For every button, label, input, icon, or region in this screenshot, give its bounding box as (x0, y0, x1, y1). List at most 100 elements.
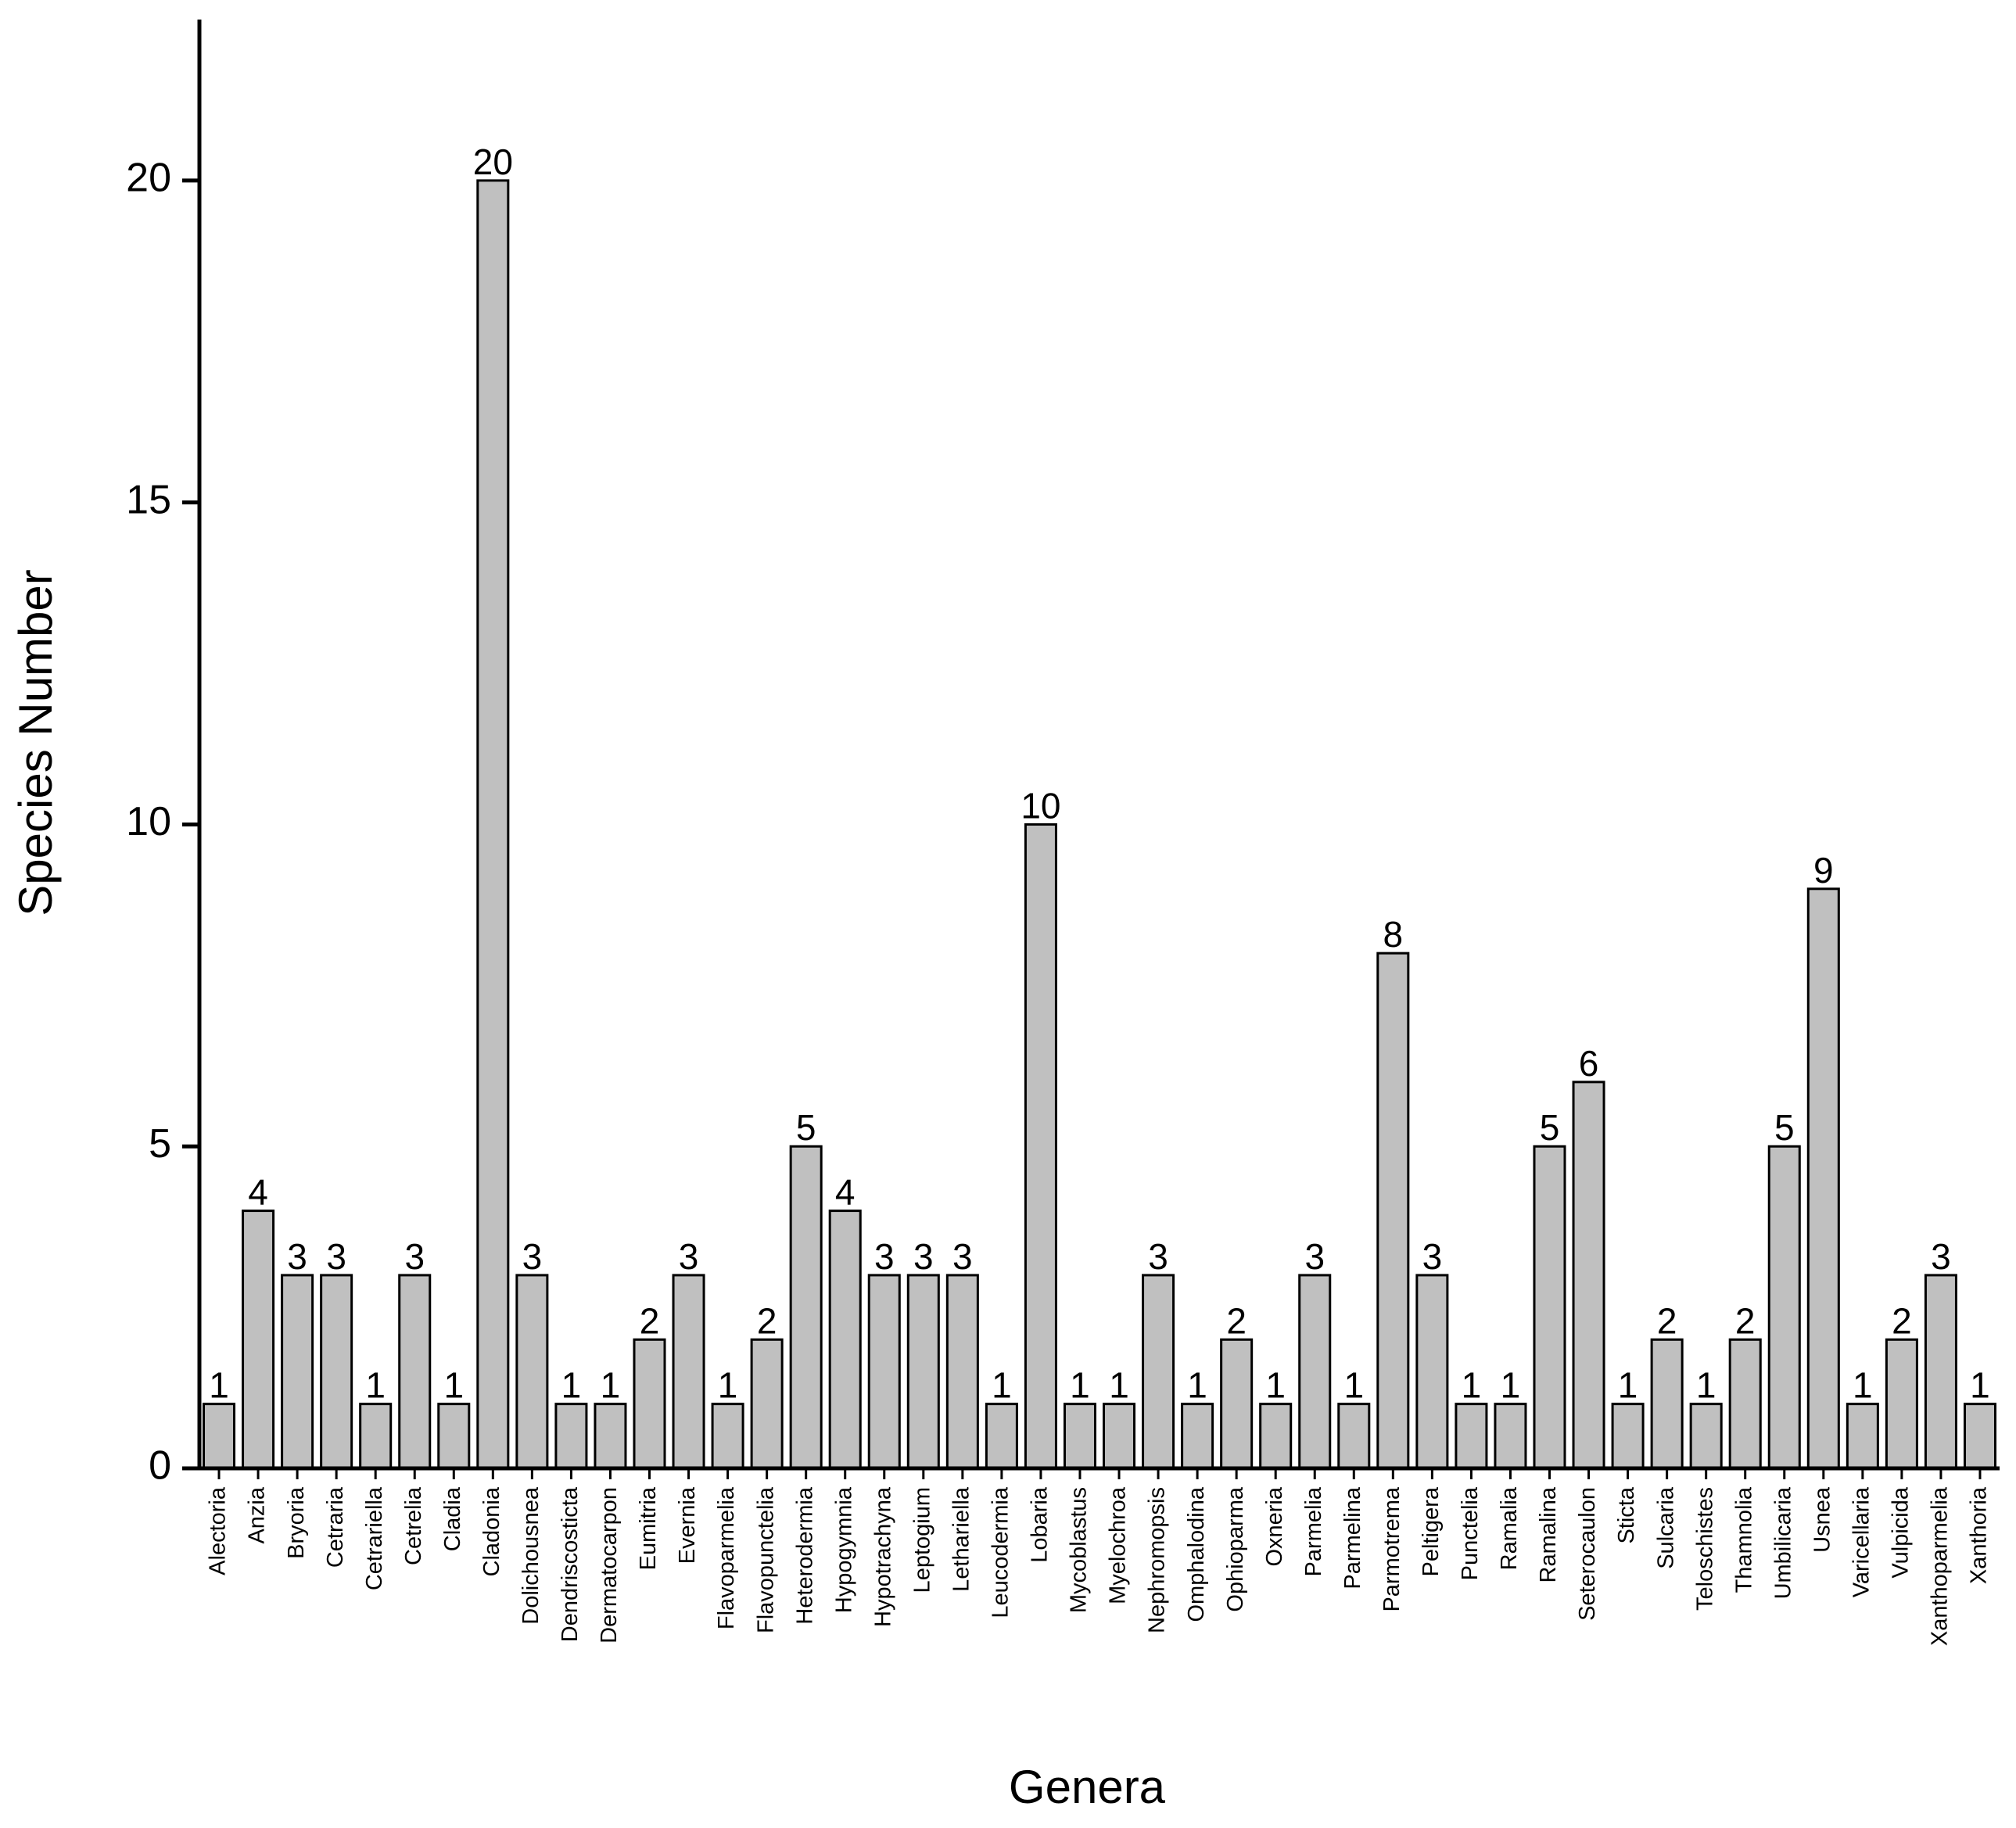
value-label: 1 (992, 1365, 1012, 1406)
x-tick-label: Cladonia (479, 1486, 504, 1576)
x-tick-label: Parmelina (1340, 1486, 1365, 1589)
value-label: 5 (796, 1107, 816, 1148)
x-tick-label: Vulpicida (1889, 1486, 1914, 1578)
value-label: 2 (1892, 1300, 1912, 1341)
bar (398, 1274, 432, 1470)
value-label: 1 (1970, 1365, 1990, 1406)
bar (1963, 1403, 1996, 1470)
x-tick-label: Thamnolia (1731, 1486, 1756, 1593)
value-label: 1 (1853, 1365, 1873, 1406)
bar (828, 1210, 862, 1470)
x-tick-label: Dermatocarpon (597, 1487, 622, 1643)
bar (1298, 1274, 1332, 1470)
x-tick-label: Hypogymnia (831, 1486, 856, 1613)
x-tick-label: Evernia (675, 1486, 700, 1564)
x-tick-label: Usnea (1810, 1486, 1835, 1553)
bar (985, 1403, 1018, 1470)
bar (476, 179, 510, 1470)
bar (1533, 1145, 1566, 1470)
value-label: 3 (1304, 1236, 1325, 1277)
x-tick-label: Heterodermia (792, 1486, 817, 1625)
bar (1767, 1145, 1801, 1470)
value-label: 1 (601, 1365, 621, 1406)
x-tick-label: Varicellaria (1849, 1486, 1874, 1597)
bar (1103, 1403, 1136, 1470)
x-tick-label: Bryoria (284, 1486, 309, 1559)
value-label: 2 (640, 1300, 660, 1341)
x-tick-label: Leptogium (909, 1487, 934, 1593)
value-label: 1 (1265, 1365, 1286, 1406)
x-tick-label: Dendriscosticta (558, 1486, 583, 1642)
x-tick-label: Punctelia (1458, 1486, 1483, 1580)
value-label: 3 (404, 1236, 425, 1277)
bar (281, 1274, 314, 1470)
bar (437, 1403, 471, 1470)
x-tick-label: Lethariella (949, 1486, 974, 1592)
x-tick-label: Teloschistes (1692, 1487, 1717, 1611)
bar (1806, 887, 1840, 1470)
bar (1142, 1274, 1175, 1470)
bar (554, 1403, 588, 1470)
bar (1024, 823, 1057, 1470)
x-tick-label: Parmotrema (1379, 1486, 1404, 1611)
value-label: 3 (1931, 1236, 1951, 1277)
x-axis-title: Genera (1009, 1761, 1166, 1813)
x-tick-label: Nephromopsis (1145, 1487, 1170, 1633)
bar (1181, 1403, 1214, 1470)
value-label: 3 (679, 1236, 699, 1277)
bar (1337, 1403, 1371, 1470)
bar (1220, 1338, 1254, 1470)
x-tick-label: Mycoblastus (1067, 1487, 1092, 1613)
value-label: 1 (1462, 1365, 1482, 1406)
bar (1063, 1403, 1096, 1470)
bar (1572, 1081, 1605, 1470)
x-tick-label: Anzia (245, 1486, 270, 1543)
value-label: 3 (874, 1236, 895, 1277)
bar (242, 1210, 275, 1470)
bar (1728, 1338, 1762, 1470)
bar (1415, 1274, 1449, 1470)
value-label: 5 (1774, 1107, 1795, 1148)
bar (1924, 1274, 1957, 1470)
bar (1455, 1403, 1488, 1470)
bar (1611, 1403, 1645, 1470)
x-tick-label: Seterocaulon (1575, 1487, 1600, 1621)
value-label: 1 (1618, 1365, 1638, 1406)
bar (1259, 1403, 1293, 1470)
value-label: 1 (1696, 1365, 1716, 1406)
y-tick-label: 0 (149, 1443, 171, 1489)
bar (906, 1274, 940, 1470)
value-label: 4 (248, 1172, 268, 1213)
x-tick-label: Cetraria (323, 1486, 348, 1568)
y-tick-label: 10 (126, 799, 171, 844)
bar (1494, 1403, 1527, 1470)
value-label: 1 (1109, 1365, 1129, 1406)
x-tick-label: Hypotrachyna (870, 1486, 895, 1627)
value-label: 3 (913, 1236, 934, 1277)
bar (320, 1274, 353, 1470)
x-tick-label: Xanthoparmelia (1928, 1486, 1953, 1646)
y-tick-label: 20 (126, 156, 171, 201)
y-tick-label: 5 (149, 1121, 171, 1167)
bar (1689, 1403, 1723, 1470)
x-tick-label: Alectoria (206, 1486, 231, 1575)
value-label: 2 (1735, 1300, 1756, 1341)
x-tick-label: Cetrariella (362, 1486, 387, 1590)
value-label: 3 (287, 1236, 307, 1277)
value-label: 6 (1579, 1043, 1599, 1084)
bar (1650, 1338, 1684, 1470)
bar (1846, 1403, 1879, 1470)
value-label: 1 (718, 1365, 738, 1406)
value-label: 3 (1422, 1236, 1443, 1277)
x-tick-label: Xanthoria (1967, 1486, 1992, 1584)
bar (594, 1403, 627, 1470)
x-tick-label: Sulcaria (1653, 1486, 1678, 1569)
bar (359, 1403, 393, 1470)
value-label: 1 (443, 1365, 464, 1406)
value-label: 2 (1226, 1300, 1247, 1341)
value-label: 9 (1813, 850, 1834, 891)
y-tick-label: 15 (126, 477, 171, 522)
x-tick-label: Oxneria (1262, 1486, 1287, 1566)
